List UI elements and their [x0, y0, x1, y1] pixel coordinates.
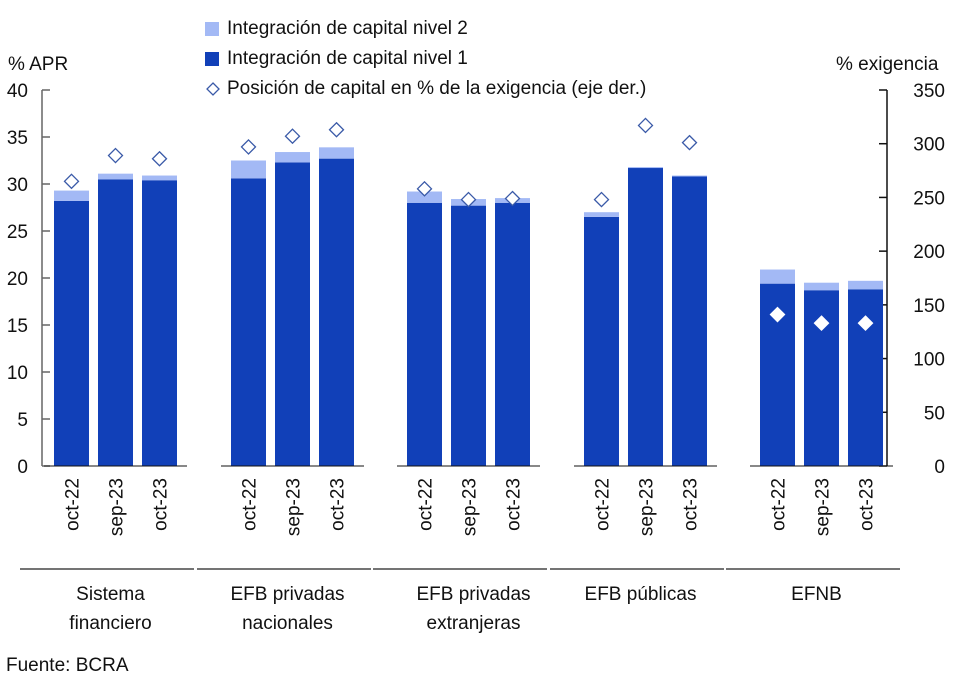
right-tick-label: 200 [913, 242, 945, 263]
left-tick-label: 20 [7, 269, 28, 290]
category-label: oct-23 [328, 478, 349, 531]
category-label: sep-23 [813, 478, 834, 536]
diamond-marker [151, 150, 168, 167]
right-tick-label: 100 [913, 350, 945, 371]
bar-tier2 [407, 191, 442, 203]
right-tick-label: 300 [913, 135, 945, 156]
bar-tier2 [584, 212, 619, 217]
source-note: Fuente: BCRA [6, 655, 129, 676]
bar-tier1 [319, 158, 354, 466]
diamond-marker [504, 190, 521, 207]
diamond-marker [593, 191, 610, 208]
left-tick-label: 25 [7, 222, 28, 243]
group-label: extranjeras [427, 613, 521, 634]
diamond-marker [813, 315, 830, 332]
group-label: Sistema [76, 584, 145, 605]
legend-item-tier1: Integración de capital nivel 1 [205, 44, 646, 74]
bar-tier1 [451, 205, 486, 466]
diamond-marker [416, 180, 433, 197]
legend-item-tier2: Integración de capital nivel 2 [205, 14, 646, 44]
bar-tier1 [231, 178, 266, 467]
bar-tier1 [584, 216, 619, 466]
left-tick-label: 35 [7, 128, 28, 149]
category-label: oct-23 [681, 478, 702, 531]
category-label: sep-23 [284, 478, 305, 536]
right-tick-label: 150 [913, 296, 945, 317]
category-label: oct-23 [857, 478, 878, 531]
diamond-marker [328, 121, 345, 138]
bar-tier2 [54, 190, 89, 201]
group-label: EFNB [791, 584, 842, 605]
right-axis-title: % exigencia [836, 54, 939, 75]
bar-tier2 [319, 147, 354, 159]
diamond-marker [857, 315, 874, 332]
left-tick-label: 0 [17, 457, 28, 478]
group-label: nacionales [242, 613, 333, 634]
legend-swatch-tier2 [205, 22, 219, 36]
diamond-marker [284, 128, 301, 145]
diamond-icon [206, 82, 220, 96]
diamond-marker [460, 191, 477, 208]
bar-tier1 [672, 176, 707, 467]
bar-tier2 [98, 173, 133, 180]
left-tick-label: 30 [7, 175, 28, 196]
left-tick-label: 5 [17, 410, 28, 431]
left-axis-title: % APR [8, 54, 69, 75]
bar-tier1 [98, 179, 133, 467]
category-label: oct-23 [151, 478, 172, 531]
category-label: oct-22 [769, 478, 790, 531]
diamond-marker [240, 139, 257, 155]
right-tick-label: 250 [913, 188, 945, 209]
bar-tier2 [848, 280, 883, 290]
legend-item-position: Posición de capital en % de la exigencia… [205, 74, 646, 104]
group-label: financiero [69, 613, 151, 634]
bar-tier1 [628, 168, 663, 466]
left-tick-label: 15 [7, 316, 28, 337]
category-label: oct-22 [416, 478, 437, 531]
bar-tier2 [804, 282, 839, 291]
bar-tier2 [231, 160, 266, 179]
category-label: sep-23 [460, 478, 481, 536]
group-label: EFB privadas [230, 584, 344, 605]
bar-tier2 [628, 167, 663, 169]
right-tick-label: 0 [934, 457, 945, 478]
group-label: EFB públicas [585, 584, 697, 605]
diamond-marker [681, 134, 698, 151]
bar-tier1 [142, 180, 177, 467]
left-tick-label: 40 [7, 81, 28, 102]
bar-tier1 [54, 200, 89, 467]
bar-tier2 [760, 269, 795, 284]
bar-tier2 [672, 175, 707, 177]
bar-tier1 [495, 202, 530, 467]
category-label: oct-22 [63, 478, 84, 531]
category-label: oct-23 [504, 478, 525, 531]
bar-tier2 [142, 175, 177, 181]
bar-tier1 [407, 202, 442, 467]
diamond-marker [107, 147, 124, 164]
left-tick-label: 10 [7, 363, 28, 384]
right-tick-label: 350 [913, 81, 945, 102]
legend: Integración de capital nivel 2 Integraci… [205, 14, 646, 104]
category-label: oct-22 [593, 478, 614, 531]
diamond-marker [637, 117, 654, 134]
right-tick-label: 50 [924, 403, 945, 424]
diamond-marker [63, 173, 80, 190]
legend-swatch-tier1 [205, 52, 219, 66]
legend-label: Integración de capital nivel 2 [227, 18, 468, 39]
diamond-marker [769, 306, 786, 323]
legend-label: Integración de capital nivel 1 [227, 48, 468, 69]
legend-label: Posición de capital en % de la exigencia… [227, 78, 647, 99]
category-label: sep-23 [637, 478, 658, 536]
category-label: sep-23 [107, 478, 128, 536]
bar-tier1 [275, 162, 310, 466]
group-label: EFB privadas [416, 584, 530, 605]
category-label: oct-22 [240, 478, 261, 531]
bar-tier2 [275, 152, 310, 163]
